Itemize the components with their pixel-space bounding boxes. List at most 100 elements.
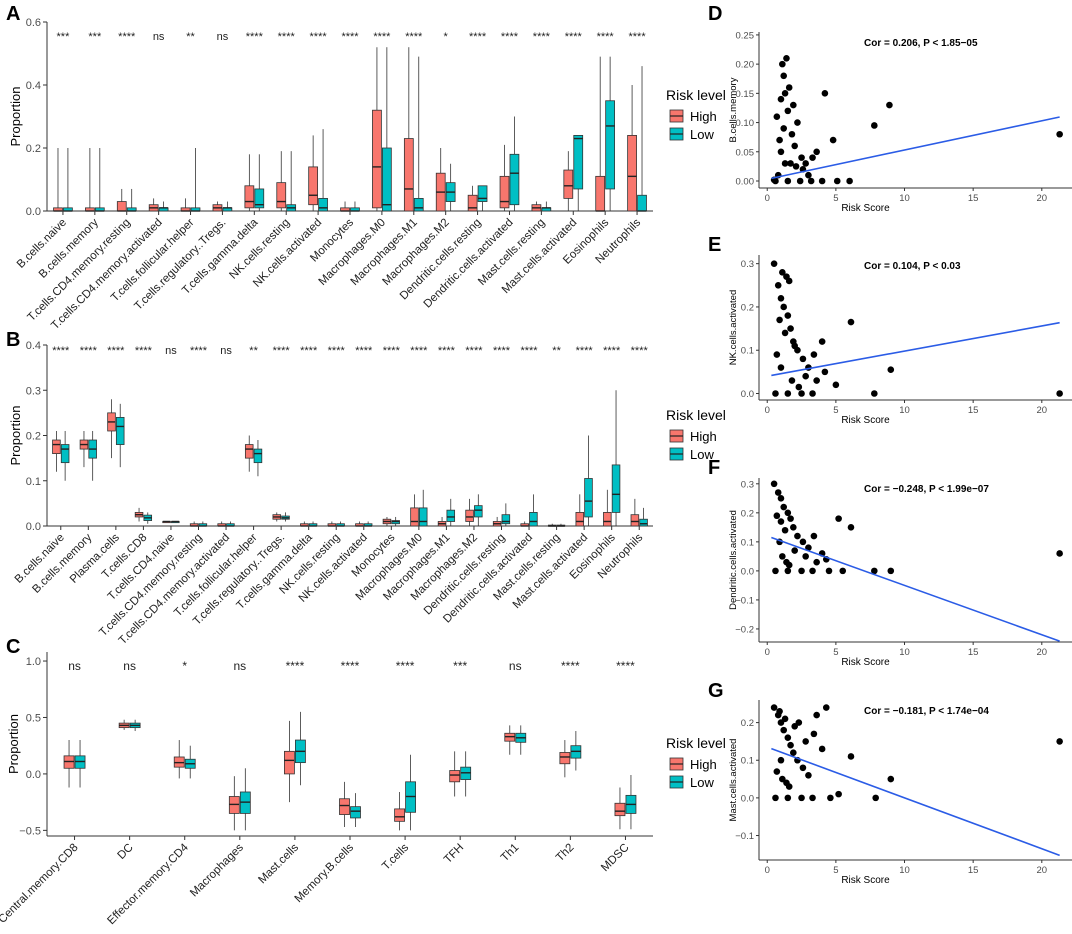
scatter-point xyxy=(773,113,781,121)
regression-line xyxy=(771,747,1060,857)
scatter-point xyxy=(805,771,812,779)
box-low xyxy=(584,478,593,518)
x-tick-label: 10 xyxy=(899,647,910,658)
scatter-point xyxy=(787,325,794,332)
panel-b-boxplot: B0.00.10.20.30.4Proportion****B.cells.na… xyxy=(6,329,726,647)
scatter-point xyxy=(770,260,778,267)
scatter-point xyxy=(827,794,834,802)
scatter-point xyxy=(847,318,855,326)
y-axis-title: NK.cells.activated xyxy=(728,290,739,366)
scatter-point xyxy=(822,704,830,711)
scatter-point xyxy=(832,381,840,389)
panel-label: F xyxy=(708,457,720,479)
scatter-point xyxy=(813,711,820,719)
y-tick-label: 0.10 xyxy=(736,118,755,129)
scatter-point xyxy=(785,561,793,569)
scatter-point xyxy=(887,775,895,783)
box-low xyxy=(573,134,584,190)
box-high xyxy=(603,512,612,527)
scatter-point xyxy=(783,54,790,62)
scatter-point xyxy=(770,480,778,488)
box-high xyxy=(627,134,637,212)
scatter-point xyxy=(813,148,820,156)
significance-label: ** xyxy=(552,345,561,357)
scatter-point xyxy=(776,707,783,715)
scatter-point xyxy=(785,783,793,790)
scatter-point xyxy=(780,125,788,132)
correlation-annotation: Cor = −0.181, P < 1.74e−04 xyxy=(864,706,989,717)
scatter-point xyxy=(779,553,786,560)
x-tick-label: 15 xyxy=(968,405,979,416)
box-high xyxy=(410,507,419,527)
box-high xyxy=(467,194,478,212)
x-tick-label: 10 xyxy=(899,193,910,204)
panel-a-boxplot: A0.00.20.40.6Proportion***B.cells.naive*… xyxy=(6,3,726,332)
y-tick-label: 1.0 xyxy=(26,656,41,668)
x-tick-label: 20 xyxy=(1037,405,1048,416)
legend-title: Risk level xyxy=(666,87,726,103)
scatter-point xyxy=(787,741,794,749)
scatter-point xyxy=(790,101,797,109)
significance-label: **** xyxy=(328,345,346,357)
scatter-point xyxy=(776,316,783,324)
scatter-point xyxy=(798,567,805,575)
y-tick-label: 0.25 xyxy=(736,30,755,41)
significance-label: **** xyxy=(520,345,538,357)
significance-label: **** xyxy=(396,659,415,673)
significance-label: **** xyxy=(405,31,423,43)
significance-label: ns xyxy=(153,31,165,43)
scatter-point xyxy=(774,489,782,496)
significance-label: **** xyxy=(576,345,594,357)
scatter-point xyxy=(1056,738,1063,745)
scatter-point xyxy=(813,558,820,566)
scatter-point xyxy=(784,509,792,517)
x-tick-label: MDSC xyxy=(599,842,631,874)
scatter-point xyxy=(818,177,826,185)
scatter-point xyxy=(780,726,788,734)
correlation-annotation: Cor = 0.104, P < 0.03 xyxy=(864,261,961,272)
legend-entry: High xyxy=(690,109,717,124)
x-axis-title: Risk Score xyxy=(841,657,890,668)
x-tick-label: DC xyxy=(116,842,136,862)
legend-entry: High xyxy=(690,757,717,772)
scatter-point xyxy=(779,60,786,68)
y-tick-label: 0.2 xyxy=(741,302,754,313)
scatter-point xyxy=(784,734,792,741)
scatter-point xyxy=(790,524,797,531)
scatter-point xyxy=(805,544,812,551)
scatter-point xyxy=(1056,130,1063,138)
x-tick-label: 20 xyxy=(1037,647,1048,658)
scatter-point xyxy=(805,171,812,179)
scatter-point xyxy=(791,547,798,554)
scatter-point xyxy=(871,567,878,575)
significance-label: **** xyxy=(410,345,428,357)
scatter-point xyxy=(799,538,807,546)
scatter-point xyxy=(773,351,781,358)
scatter-point xyxy=(777,364,785,371)
scatter-point xyxy=(787,160,794,167)
significance-label: **** xyxy=(501,31,519,43)
y-tick-label: −0.5 xyxy=(19,825,41,837)
x-tick-label: 20 xyxy=(1037,865,1048,876)
scatter-point xyxy=(835,515,842,522)
box-high xyxy=(394,808,405,822)
y-tick-label: 0.05 xyxy=(736,147,755,158)
scatter-point xyxy=(785,277,793,285)
scatter-point xyxy=(802,553,809,560)
y-tick-label: 0.2 xyxy=(741,718,754,729)
box-high xyxy=(244,444,254,459)
x-tick-label: 15 xyxy=(968,647,979,658)
box-low xyxy=(529,512,538,527)
box-low xyxy=(477,185,488,202)
x-axis-title: Risk Score xyxy=(841,875,890,886)
box-low xyxy=(115,416,125,445)
significance-label: *** xyxy=(88,31,102,43)
scatter-point xyxy=(799,355,807,363)
scatter-point xyxy=(784,107,792,115)
scatter-point xyxy=(784,312,792,319)
scatter-point xyxy=(798,390,805,397)
box-high xyxy=(284,750,295,775)
y-tick-label: 0.0 xyxy=(26,769,41,781)
significance-label: **** xyxy=(493,345,511,357)
